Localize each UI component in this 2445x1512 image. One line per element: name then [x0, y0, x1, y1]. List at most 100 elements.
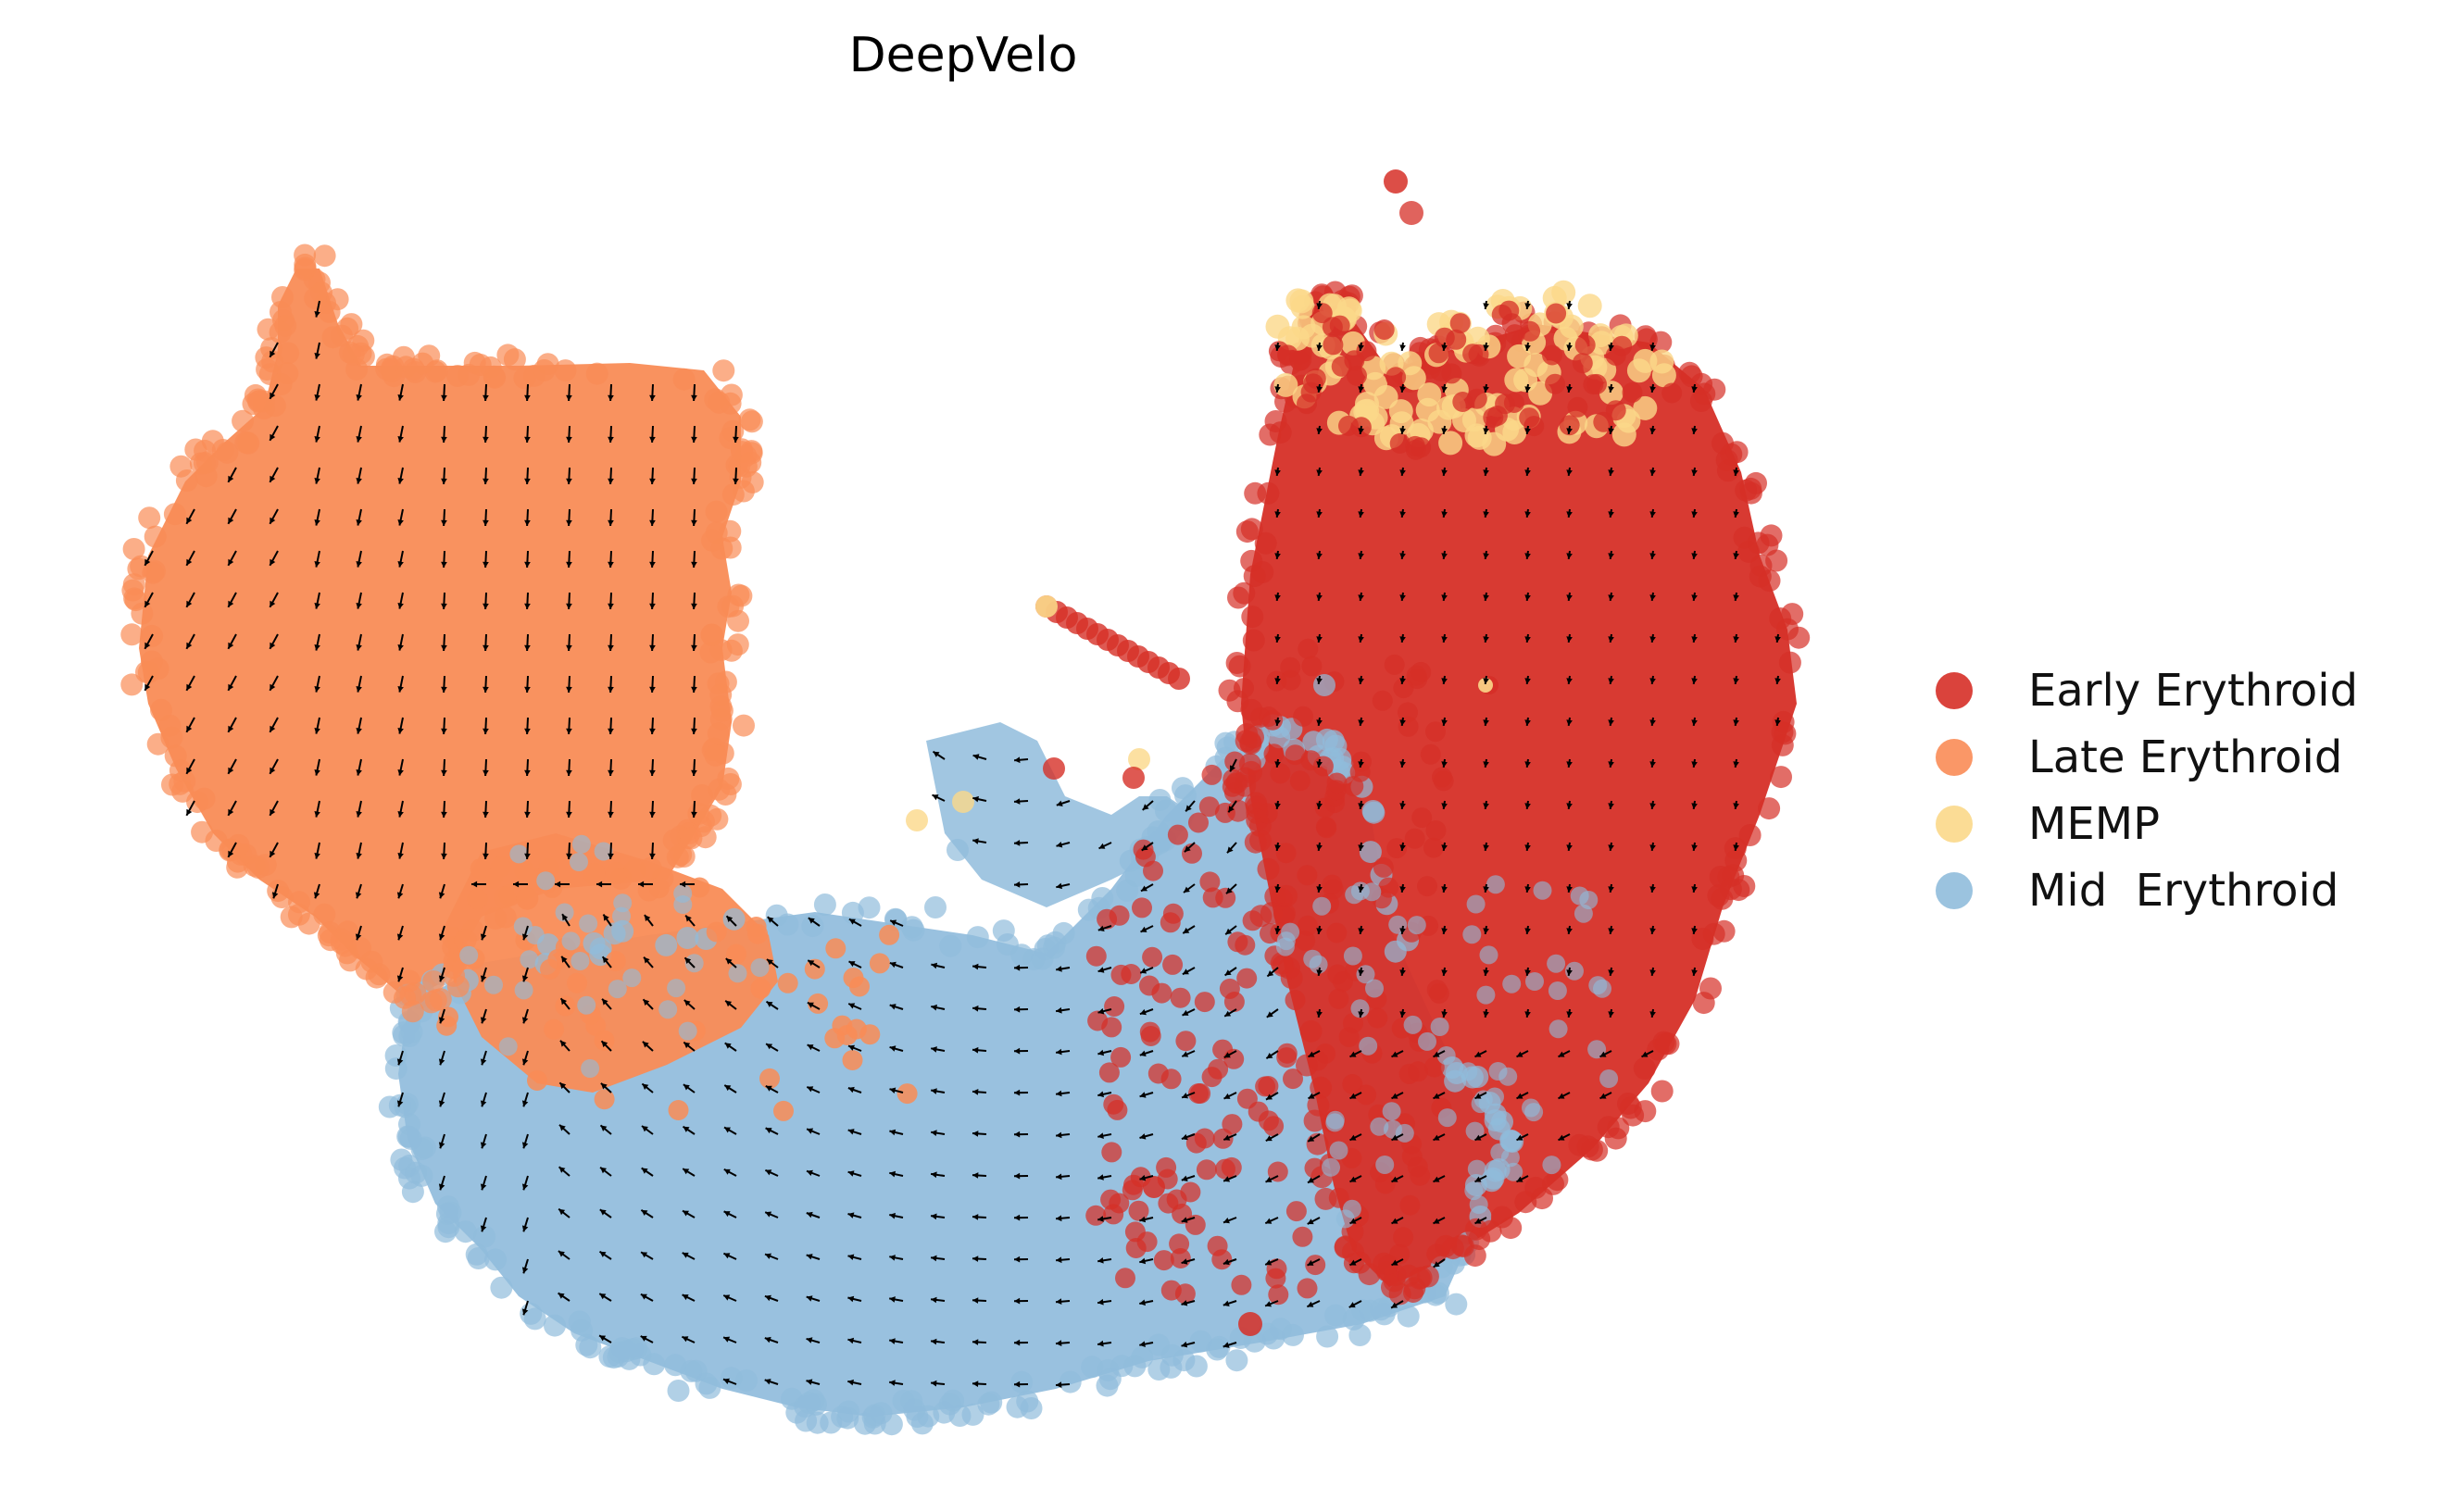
cell-point: [1467, 1159, 1486, 1179]
cell-point: [1132, 897, 1152, 918]
velocity-arrow: [356, 842, 362, 859]
velocity-arrow: [641, 1167, 654, 1177]
velocity-arrow: [1274, 467, 1281, 477]
velocity-arrow: [847, 1129, 862, 1135]
velocity-arrow: [1483, 1008, 1489, 1018]
velocity-arrow: [1691, 383, 1698, 394]
cell-point: [1139, 1021, 1160, 1043]
velocity-arrow: [598, 1293, 612, 1302]
cell-point: [459, 945, 479, 965]
velocity-arrow: [1307, 1175, 1321, 1184]
velocity-arrow: [642, 1041, 654, 1052]
velocity-arrow: [1566, 425, 1573, 435]
velocity-arrow: [972, 1046, 987, 1054]
velocity-arrow: [1691, 425, 1698, 435]
cell-point: [1257, 803, 1278, 824]
velocity-arrow: [1774, 633, 1781, 644]
cell-point: [509, 844, 529, 864]
velocity-arrow: [1181, 1092, 1196, 1099]
cell-point: [777, 972, 798, 993]
velocity-arrow: [1358, 633, 1364, 644]
velocity-arrow: [1474, 1217, 1487, 1225]
velocity-arrow: [1483, 883, 1489, 893]
cell-point: [1153, 1250, 1174, 1271]
cell-point: [401, 1181, 424, 1204]
legend-item-early-erythroid[interactable]: Early Erythroid: [1936, 657, 2358, 724]
velocity-arrow: [313, 883, 320, 899]
velocity-arrow: [441, 467, 447, 485]
legend-item-memp[interactable]: MEMP: [1936, 791, 2358, 857]
cell-point: [1427, 409, 1452, 434]
cell-point: [1101, 1142, 1122, 1163]
velocity-arrow: [1358, 342, 1364, 352]
cell-point: [648, 878, 670, 899]
cell-point: [722, 907, 746, 931]
velocity-arrow: [1316, 633, 1323, 644]
cell-point: [1482, 1167, 1505, 1190]
velocity-arrow: [1358, 800, 1364, 810]
velocity-arrow: [608, 800, 614, 818]
velocity-arrow: [314, 717, 320, 734]
velocity-arrow: [1390, 1300, 1404, 1309]
cell-point: [191, 820, 214, 843]
cell-point: [516, 887, 539, 910]
cell-point: [825, 938, 846, 959]
velocity-arrow: [471, 881, 486, 888]
velocity-arrow: [683, 956, 696, 968]
velocity-arrow: [1184, 842, 1196, 853]
velocity-arrow: [1433, 1050, 1446, 1058]
cell-point: [1649, 331, 1673, 354]
velocity-arrow: [1774, 675, 1781, 685]
velocity-arrow: [483, 508, 489, 527]
velocity-arrow: [723, 1210, 737, 1218]
velocity-arrow: [1566, 508, 1573, 519]
velocity-arrow: [1399, 342, 1406, 352]
cell-point: [1139, 975, 1160, 996]
velocity-arrow: [1316, 550, 1323, 560]
cell-point: [555, 903, 574, 922]
velocity-arrow: [1264, 1258, 1279, 1266]
velocity-arrow: [1649, 550, 1656, 560]
velocity-arrow: [1316, 1008, 1323, 1018]
velocity-arrow: [608, 758, 614, 777]
cell-point: [547, 948, 569, 969]
velocity-arrow: [889, 1380, 904, 1386]
cell-point: [730, 584, 753, 607]
velocity-arrow: [1441, 717, 1448, 727]
velocity-arrow: [227, 758, 237, 775]
cell-point: [704, 744, 727, 767]
velocity-arrow: [807, 1043, 821, 1052]
velocity-arrow: [930, 1171, 946, 1179]
cell-point: [607, 1345, 630, 1368]
cell-point: [1471, 1094, 1490, 1114]
velocity-arrow: [1474, 1092, 1487, 1100]
velocity-arrow: [1274, 883, 1281, 893]
velocity-arrow: [972, 1172, 987, 1179]
velocity-arrow: [1348, 1300, 1362, 1308]
cell-point: [1236, 1088, 1258, 1109]
velocity-arrow: [608, 675, 614, 694]
velocity-arrow: [1441, 508, 1448, 519]
velocity-arrow: [1265, 1133, 1279, 1142]
cell-point: [712, 359, 735, 382]
velocity-arrow: [269, 550, 279, 567]
velocity-arrow: [356, 633, 362, 651]
velocity-arrow: [1691, 800, 1698, 810]
cell-point: [1449, 313, 1471, 334]
cell-point: [1361, 800, 1385, 822]
cell-point: [570, 952, 590, 970]
velocity-arrow: [1391, 1133, 1404, 1142]
velocity-arrow: [1316, 592, 1323, 602]
legend-item-late-erythroid[interactable]: Late Erythroid: [1936, 724, 2358, 791]
velocity-arrow: [806, 1169, 821, 1177]
legend-item-mid-erythroid[interactable]: Mid Erythroid: [1936, 857, 2358, 924]
cell-point: [1583, 374, 1604, 395]
velocity-arrow: [931, 1004, 946, 1011]
velocity-arrow: [396, 925, 404, 941]
velocity-arrow: [1524, 717, 1531, 727]
cell-point: [533, 359, 556, 381]
velocity-arrow: [269, 383, 279, 400]
cell-point: [608, 980, 627, 999]
velocity-arrow: [513, 881, 528, 888]
cell-point: [689, 877, 710, 898]
